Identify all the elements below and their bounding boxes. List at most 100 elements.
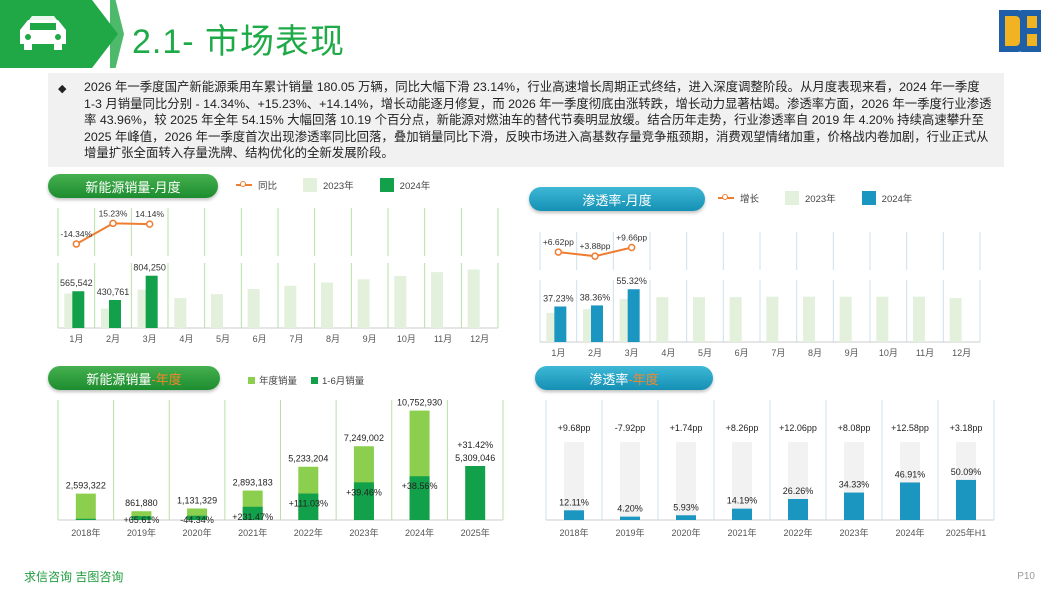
x-tick-label: 8月 [808,348,822,358]
x-tick-label: 2024年 [895,527,924,538]
growth-label: +31.42% [457,440,493,450]
growth-label: +38.56% [402,481,438,491]
x-tick-label: 2020年 [183,527,212,538]
bullet-diamond-icon: ◆ [58,83,67,95]
bar-2024年 [554,306,567,342]
bar-2024年 [72,291,85,328]
bar-annual [187,508,208,520]
swatch-2023 [785,191,800,205]
growth-label: +39.46% [346,487,382,497]
x-tick-label: 7月 [289,334,303,344]
line-label: +6.62pp [543,237,574,247]
legend-item-2023: 2023年 [785,191,836,205]
swatch-2024 [379,178,394,192]
bar-2023年 [949,298,962,342]
bar-penetration [844,492,864,520]
car-icon [20,16,66,50]
panel-title-annual-sales: 新能源销量 -年度 [48,366,220,390]
x-tick-label: 5月 [216,334,230,344]
data-label: 55.32% [616,276,647,286]
x-tick-label: 5月 [698,348,712,358]
x-tick-label: 3月 [625,348,639,358]
bar-2024年 [591,305,603,342]
footer-brand: 求信咨询 吉图咨询 [24,570,124,584]
x-tick-label: 4月 [661,348,675,358]
growth-label: +3.18pp [950,423,983,433]
data-label: 4.20% [617,504,643,514]
x-tick-label: 4月 [179,334,193,344]
growth-label: +1.74pp [670,423,703,433]
data-label: 430,761 [97,287,130,297]
bar-2023年 [876,296,889,342]
legend-item-2023: 2023年 [303,178,354,192]
data-label: 2,593,322 [66,481,106,491]
bar-background [732,442,752,520]
bar-h1 [131,516,152,520]
bar-2024年 [627,289,640,342]
line-label: 15.23% [99,208,128,218]
legend-monthly-penetration: 增长 2023年 2024年 [718,191,926,205]
page-header: 2.1- 市场表现 [0,0,1053,74]
bar-h1 [75,518,96,520]
x-tick-label: 12月 [470,334,489,344]
line-label: 14.14% [135,209,164,219]
growth-label: +8.08pp [838,423,871,433]
x-tick-label: 2023年 [839,527,868,538]
header-arrow-stripe [110,0,124,68]
summary-text: 2026 年一季度国产新能源乘用车累计销量 180.05 万辆，同比大幅下滑 2… [84,80,992,161]
swatch-2024 [861,191,876,205]
line-point [145,220,154,228]
data-label: 565,542 [60,278,93,288]
bar-2023年 [211,294,223,328]
bar-2023年 [913,296,925,342]
growth-label: -44.34% [180,515,214,525]
panel-title-monthly-penetration: 渗透率-月度 [529,187,705,211]
bar-penetration [676,515,696,520]
legend-item-yoy: 同比 [236,178,277,192]
bar-2023年 [467,269,480,328]
data-label: 5,309,046 [455,453,495,463]
x-tick-label: 3月 [143,334,157,344]
x-tick-label: 2019年 [615,527,644,538]
bar-h1 [465,465,486,520]
legend-item-annual: 年度销量 [248,373,297,387]
x-tick-label: 2022年 [294,527,323,538]
legend-item-growth: 增长 [718,191,759,205]
swatch-2023 [303,178,318,192]
growth-label: +12.06pp [779,423,817,433]
bar-2023年 [394,276,407,328]
bar-2023年 [656,297,669,342]
bar-2024年 [109,300,121,328]
bar-2023年 [729,297,742,342]
data-label: 34.33% [839,480,870,490]
data-label: 14.19% [727,496,758,506]
bar-2023年 [321,282,333,328]
legend-item-h1: 1-6月销量 [311,373,364,387]
bar-background [676,442,696,520]
x-tick-label: 2018年 [71,527,100,538]
data-label: 2,893,183 [233,478,273,488]
legend-item-2024: 2024年 [861,191,912,205]
bar-2023年 [839,296,852,342]
monthly-sales-chart: 565,542 1月 430,761 2月 804,250 3月 4月 5月 6月 7月 8月 9月 1… [57,208,508,358]
growth-label: +65.61% [124,515,160,525]
x-tick-label: 9月 [845,348,859,358]
data-label: 12.11% [559,497,589,507]
growth-label: +8.26pp [726,423,759,433]
line-point [72,240,81,248]
x-tick-label: 9月 [363,334,377,344]
annual-penetration-chart: 12.11% +9.68pp 2018年 4.20% -7.92pp 2019年 5.93%… [545,400,995,545]
x-tick-label: 8月 [326,334,340,344]
x-tick-label: 2019年 [127,527,156,538]
data-label: 861,880 [125,498,158,508]
annual-sales-chart: 2,593,322 2018年 861,880 +65.61% 2019年 1,131,3… [57,398,504,545]
line-point [627,243,636,252]
x-tick-label: 1月 [69,334,83,344]
bar-2023年 [431,272,443,328]
x-tick-label: 11月 [916,348,934,358]
data-label: 26.26% [783,486,814,496]
line-point [554,248,563,256]
swatch-annual [248,376,255,384]
bar-2023年 [247,289,260,328]
growth-label: +12.58pp [891,423,929,433]
